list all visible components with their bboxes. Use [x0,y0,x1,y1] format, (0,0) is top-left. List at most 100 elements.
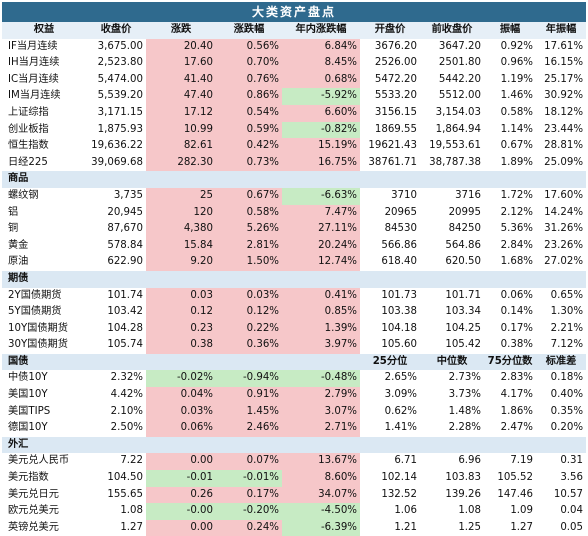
cell-chg-pct: 0.36% [216,337,282,354]
cell-ytd: -4.50% [282,503,360,520]
table-row: 黄金 578.84 15.84 2.81% 20.24% 566.86 564.86 2.84… [2,237,586,255]
asset-name: 铝 [8,206,19,218]
section-title: 商品 [2,171,86,188]
cell-open: 1869.55 [374,123,417,135]
cell-close: 3,171.15 [97,106,143,118]
cell-amp: 0.58% [500,106,533,118]
asset-name: 日经225 [8,156,48,168]
cell-close: 578.84 [107,239,143,251]
cell-ytd: 7.47% [282,204,360,222]
cell-prev: 564.86 [445,239,481,251]
table-row: 原油 622.90 9.20 1.50% 12.74% 618.40 620.50 1.68%… [2,254,586,271]
blank-cell [146,270,216,288]
cell-open: 5472.20 [374,73,417,85]
cell-ytd: -6.39% [282,519,360,536]
cell-amp: 105.52 [497,472,533,484]
blank-cell [216,270,282,288]
column-header: 年振幅 [536,22,587,39]
cell-chg: 0.23 [146,320,216,338]
blank-cell [420,436,484,454]
cell-chg-pct: 1.45% [216,403,282,421]
cell-prev: 1.48% [448,405,481,417]
cell-ytd: -0.48% [282,370,360,388]
cell-open: 5533.20 [374,90,417,102]
table-row: 英镑兑美元 1.27 0.00 0.24% -6.39% 1.21 1.25 1.27 0.05 [2,519,586,536]
cell-prev: 5442.20 [438,73,481,85]
cell-open: 101.73 [381,289,417,301]
cell-open: 3.09% [384,389,417,401]
blank-cell [216,171,282,188]
cell-amp: 1.72% [500,189,533,201]
cell-close: 105.74 [107,339,143,351]
cell-prev: 84250 [448,223,481,235]
asset-name: 美元兑人民币 [8,455,70,467]
cell-prev: 5512.00 [438,90,481,102]
cell-chg: -0.00 [146,503,216,520]
cell-amp: 0.96% [500,57,533,69]
cell-chg-pct: -0.94% [216,370,282,388]
cell-chg-pct: 0.07% [216,453,282,471]
cell-amp: 0.67% [500,140,533,152]
cell-prev: 3647.20 [438,40,481,52]
table-row: IF当月连续 3,675.00 20.40 0.56% 6.84% 3676.20 3647… [2,38,586,56]
column-header: 权益 [2,22,86,39]
cell-open: 20965 [384,206,417,218]
cell-amp: 0.17% [500,322,533,334]
asset-name: 10Y国债期货 [8,322,68,334]
column-header: 年内涨跌幅 [282,22,360,39]
cell-amp: 2.47% [500,422,533,434]
table-row: 创业板指 1,875.93 10.99 0.59% -0.82% 1869.55 1,864… [2,121,586,139]
blank-cell [360,436,420,454]
cell-chg-pct: 0.17% [216,486,282,504]
asset-name: 创业板指 [8,123,49,135]
cell-close: 155.65 [107,488,143,500]
cell-open: 84530 [384,223,417,235]
cell-open: 3710 [391,189,417,201]
section-row-4: 国债 25分位 中位数 75分位数 标准差 [2,353,587,371]
blank-cell [360,171,420,188]
cell-open: 1.21 [394,521,417,533]
cell-amp: 4.17% [500,389,533,401]
cell-yamp: 1.30% [550,306,584,318]
cell-chg: 15.84 [146,237,216,255]
section-row-3: 期债 [2,270,587,288]
cell-close: 3,735 [113,189,143,201]
asset-name: 美国10Y [8,389,48,401]
blank-cell [146,353,216,371]
cell-yamp: 28.81% [544,140,584,152]
cell-amp: 1.86% [500,405,533,417]
cell-amp: 1.68% [500,256,533,268]
cell-close: 3,675.00 [97,40,143,52]
cell-yamp: 17.60% [544,189,584,201]
cell-prev: 3,154.03 [435,106,481,118]
table-row: 美国TIPS 2.10% 0.03% 1.45% 3.07% 0.62% 1.48% 1.86… [2,403,586,421]
cell-prev: 3.73% [448,389,481,401]
cell-chg: 0.03 [146,287,216,305]
section-row-5: 外汇 [2,436,587,454]
cell-yamp: 0.31 [560,455,584,467]
cell-chg: 20.40 [146,38,216,56]
cell-chg: 0.38 [146,337,216,354]
cell-close: 87,670 [107,223,143,235]
cell-ytd: 20.24% [282,237,360,255]
cell-ytd: 34.07% [282,486,360,504]
column-header: 25分位 [360,353,420,371]
cell-chg: 0.12 [146,304,216,321]
cell-chg: -0.01 [146,470,216,487]
cell-yamp: 10.57 [553,488,584,500]
cell-open: 3156.15 [374,106,417,118]
cell-close: 4.42% [110,389,143,401]
cell-ytd: 27.11% [282,221,360,238]
cell-close: 1,875.93 [97,123,143,135]
cell-open: 566.86 [381,239,417,251]
table-row: 恒生指数 19,636.22 82.61 0.42% 15.19% 19621.43 19,… [2,138,586,155]
blank-cell [536,270,587,288]
cell-chg: 0.00 [146,519,216,536]
cell-chg: 282.30 [146,154,216,172]
cell-amp: 2.83% [500,372,533,384]
cell-prev: 2.73% [448,372,481,384]
cell-open: 1.06 [394,505,417,517]
cell-yamp: 18.12% [544,106,584,118]
cell-close: 1.27 [120,521,143,533]
